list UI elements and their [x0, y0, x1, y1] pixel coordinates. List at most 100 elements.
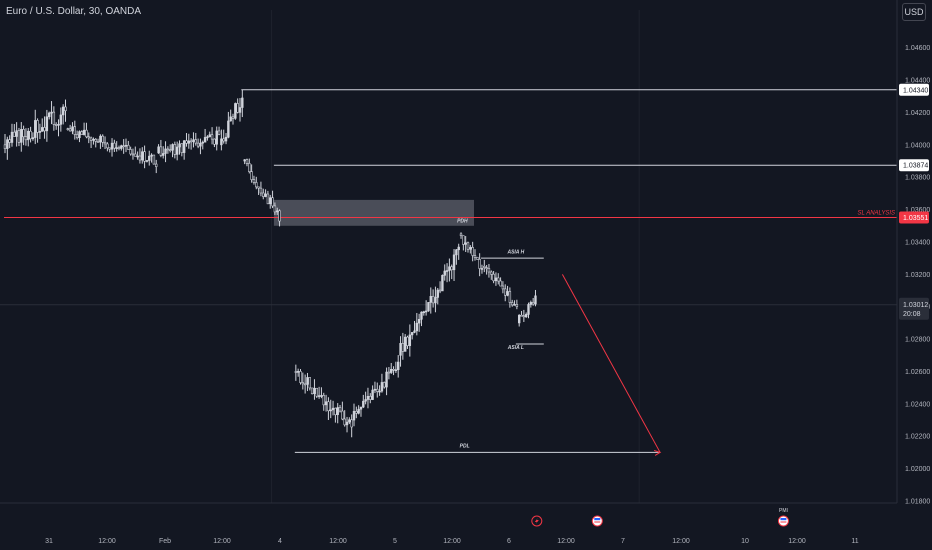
x-tick-label: 7 — [621, 538, 625, 545]
y-tick-label: 1.04600 — [905, 45, 930, 52]
currency-button[interactable]: USD — [902, 3, 926, 21]
candle-body — [259, 187, 263, 194]
candle-body — [427, 302, 430, 312]
candle-body — [406, 336, 409, 346]
current-price-label: 1.03012 — [903, 302, 928, 309]
candle-body — [299, 371, 302, 383]
candle-body — [224, 136, 228, 142]
y-tick-label: 1.04200 — [905, 110, 930, 117]
candle-body — [401, 343, 405, 352]
candle-body — [45, 116, 49, 132]
candle-body — [494, 277, 498, 282]
candle-body — [478, 259, 481, 269]
x-tick-label: 12:00 — [443, 538, 461, 545]
candle-body — [199, 142, 202, 147]
candle-body — [73, 126, 77, 135]
candle-body — [175, 146, 179, 155]
candle-body — [115, 147, 118, 149]
candle-body — [141, 151, 144, 161]
candle-body — [352, 411, 356, 421]
candle-body — [234, 103, 237, 119]
candle-body — [180, 143, 184, 153]
candle-body — [166, 148, 170, 151]
candle-body — [399, 343, 402, 356]
candle-body — [43, 127, 46, 132]
candle-body — [504, 288, 507, 296]
candle-body — [255, 182, 258, 188]
candle-body — [41, 127, 44, 132]
candle-body — [94, 138, 97, 142]
price-badge — [899, 211, 929, 224]
candle-body — [371, 389, 374, 400]
candle-body — [106, 143, 109, 149]
candle-body — [59, 114, 63, 125]
candle-body — [3, 144, 7, 149]
candle-body — [485, 267, 488, 269]
candle-body — [271, 197, 274, 207]
candle-body — [29, 130, 32, 140]
flag-icon[interactable] — [777, 515, 789, 527]
candle-body — [17, 130, 21, 143]
candle-body — [378, 390, 381, 393]
price-badge — [899, 159, 929, 172]
candle-body — [201, 141, 204, 144]
x-tick-label: 10 — [741, 538, 749, 545]
candle-body — [515, 304, 519, 307]
candle-body — [162, 153, 165, 156]
countdown-label: 20:08 — [903, 311, 921, 318]
candle-body — [359, 406, 363, 410]
candle-body — [203, 137, 207, 143]
x-tick-label: 12:00 — [672, 538, 690, 545]
candle-body — [22, 129, 25, 138]
candle-body — [355, 411, 358, 414]
candle-body — [127, 144, 130, 150]
candle-body — [101, 135, 104, 143]
candle-body — [38, 131, 42, 133]
candle-body — [138, 155, 142, 161]
price-badge-label: 1.03874 — [903, 163, 928, 170]
candle-body — [303, 383, 307, 386]
candle-body — [483, 265, 486, 268]
candle-body — [148, 155, 151, 161]
candle-body — [357, 408, 360, 414]
candle-body — [443, 270, 446, 276]
candle-body — [441, 275, 444, 292]
candle-body — [403, 336, 407, 352]
candle-body — [152, 154, 156, 165]
candle-body — [243, 159, 246, 162]
flag-icon[interactable] — [591, 515, 603, 527]
y-tick-label: 1.02400 — [905, 401, 930, 408]
candle-body — [327, 401, 330, 412]
candle-body — [68, 128, 72, 132]
projection-arrow[interactable] — [561, 274, 661, 453]
candle-body — [408, 334, 412, 346]
candle-body — [522, 315, 526, 318]
candle-body — [71, 126, 74, 132]
candle-body — [129, 149, 132, 155]
candle-body — [61, 106, 65, 116]
candle-body — [497, 277, 500, 282]
candle-body — [527, 304, 530, 315]
zone-box[interactable] — [273, 199, 474, 226]
candle-body — [238, 107, 242, 113]
candle-body — [85, 129, 88, 138]
candle-body — [134, 153, 137, 157]
candle-body — [75, 134, 79, 139]
candle-body — [99, 135, 102, 143]
candle-body — [231, 116, 235, 119]
candle-body — [124, 144, 128, 147]
candle-body — [257, 186, 260, 189]
candle-body — [157, 146, 160, 154]
candle-body — [324, 401, 328, 406]
candle-body — [464, 242, 467, 245]
candle-body — [369, 396, 372, 400]
candle-body — [513, 304, 516, 306]
candle-body — [343, 418, 346, 426]
candle-body — [96, 141, 100, 143]
candle-body — [6, 139, 9, 149]
price-badge — [899, 83, 929, 96]
candle-body — [24, 136, 28, 141]
event-label: PMI — [779, 508, 788, 514]
x-tick-label: 12:00 — [788, 538, 806, 545]
